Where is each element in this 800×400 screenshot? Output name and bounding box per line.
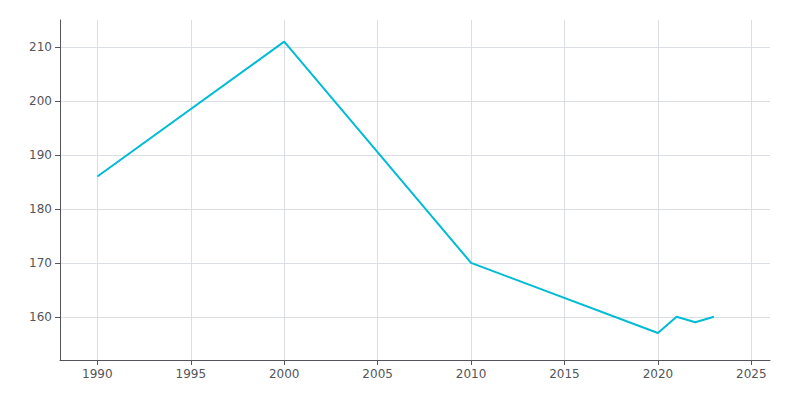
svg-text:2025: 2025 (736, 367, 767, 381)
svg-text:170: 170 (29, 256, 52, 270)
svg-text:180: 180 (29, 202, 52, 216)
svg-text:2015: 2015 (549, 367, 580, 381)
svg-text:200: 200 (29, 94, 52, 108)
svg-text:2020: 2020 (643, 367, 674, 381)
svg-text:2005: 2005 (362, 367, 393, 381)
svg-text:1990: 1990 (82, 367, 113, 381)
svg-text:190: 190 (29, 148, 52, 162)
svg-text:2000: 2000 (269, 367, 300, 381)
svg-text:2010: 2010 (456, 367, 487, 381)
svg-text:1995: 1995 (176, 367, 207, 381)
svg-text:210: 210 (29, 40, 52, 54)
svg-text:160: 160 (29, 310, 52, 324)
